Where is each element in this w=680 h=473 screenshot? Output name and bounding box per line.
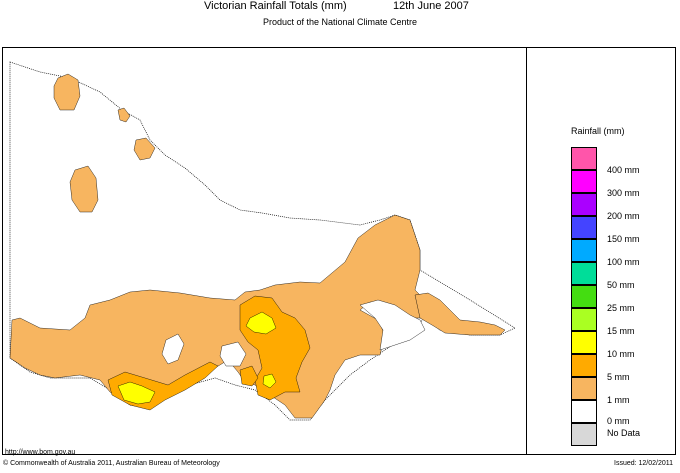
legend-swatch [571,377,597,400]
no-rain-east-hole [359,299,426,351]
legend-label: 400 mm [607,165,640,175]
legend-label-no-data: No Data [607,428,641,438]
legend-swatch [571,170,597,193]
legend-label: 100 mm [607,257,640,267]
legend-label: 50 mm [607,280,635,290]
rainfall-10mm-southwest [117,381,156,405]
rainfall-1mm-mildura [117,107,131,123]
legend-swatch [571,147,597,170]
legend-label: 200 mm [607,211,640,221]
legend-swatch [571,216,597,239]
source-url[interactable]: http://www.bom.gov.au [5,449,76,456]
no-rain-west-hole [161,333,185,365]
legend-label: 300 mm [607,188,640,198]
legend-title: Rainfall (mm) [571,126,625,136]
copyright-notice: © Commonwealth of Australia 2011, Austra… [3,460,220,467]
legend-divider [526,47,527,455]
rainfall-1mm-east [414,292,506,336]
rainfall-1mm-swanhill [133,137,156,161]
legend-swatch [571,193,597,216]
rainfall-10mm-south [262,373,277,389]
victoria-rainfall-map [9,61,516,421]
title-text: Victorian Rainfall Totals (mm) [204,0,347,12]
rainfall-5mm-bay-south [239,365,259,387]
legend-label: 25 mm [607,303,635,313]
legend-swatch [571,331,597,354]
rainfall-10mm-central [245,311,277,335]
rainfall-1mm-wimmera [69,165,99,213]
legend-label: 0 mm [607,416,630,426]
issued-date: Issued: 12/02/2011 [614,460,674,467]
legend-swatch [571,285,597,308]
legend-swatch [571,400,597,423]
legend-swatch-no-data [571,423,597,446]
map-title: Victorian Rainfall Totals (mm) 12th June… [0,0,680,14]
no-rain-bay [219,341,247,367]
legend-label: 5 mm [607,372,630,382]
legend-label: 150 mm [607,234,640,244]
map-frame [2,47,676,455]
legend-swatch [571,354,597,377]
map-subtitle: Product of the National Climate Centre [262,17,418,27]
legend-label: 1 mm [607,395,630,405]
title-date: 12th June 2007 [393,0,469,12]
rainfall-1mm-northwest [53,73,81,111]
legend-label: 15 mm [607,326,635,336]
legend-swatch [571,262,597,285]
legend-swatch [571,239,597,262]
legend-swatch [571,308,597,331]
legend-label: 10 mm [607,349,635,359]
